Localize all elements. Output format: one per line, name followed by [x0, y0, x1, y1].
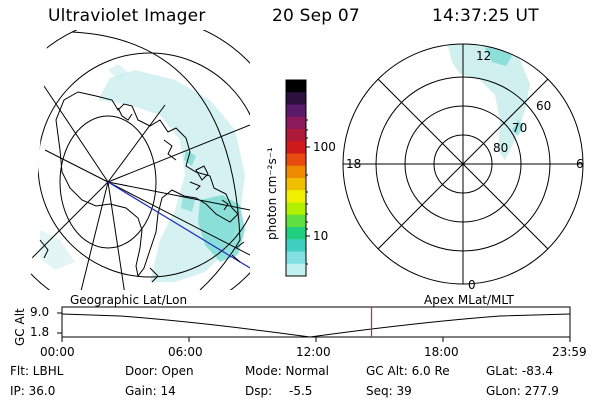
- colorbar-band: [286, 227, 306, 240]
- lat-label-70: 70: [512, 121, 527, 135]
- info-seq: Seq: 39: [366, 384, 412, 398]
- colorbar-band: [286, 251, 306, 265]
- info-gc-alt: GC Alt: 6.0 Re: [366, 364, 450, 378]
- latitude-lines: [30, 30, 250, 290]
- colorbar-ticks: [306, 119, 310, 265]
- altitude-timeline: [57, 306, 571, 342]
- info-glat: GLat: -83.4: [486, 364, 553, 378]
- x-tick-1800: 18:00: [424, 345, 459, 359]
- mlt-label-12: 12: [476, 49, 491, 63]
- info-mode: Mode: Normal: [245, 364, 329, 378]
- apex-mlat-mlt-label: Apex MLat/MLT: [424, 293, 514, 307]
- colorbar-band: [286, 80, 306, 93]
- colorbar-tick-10: 10: [313, 229, 328, 243]
- colorbar-band: [286, 239, 306, 252]
- colorbar: [286, 80, 306, 277]
- info-flt: Flt: LBHL: [10, 364, 64, 378]
- colorbar-band: [286, 263, 306, 277]
- mlt-label-6: 6: [576, 157, 584, 171]
- altitude-curve: [61, 313, 571, 338]
- timeline-y-title: GC Alt: [13, 308, 27, 346]
- polar-plot: [342, 43, 584, 285]
- y-tick-9: 9.0: [30, 305, 50, 319]
- x-tick-2359: 23:59: [552, 345, 587, 359]
- info-ip: IP: 36.0: [10, 384, 56, 398]
- info-door: Door: Open: [125, 364, 194, 378]
- colorbar-band: [286, 153, 306, 167]
- instrument-title: Ultraviolet Imager: [48, 6, 206, 26]
- geographic-map: [30, 30, 250, 290]
- lat-label-80: 80: [493, 141, 508, 155]
- geo-latlon-label: Geographic Lat/Lon: [70, 293, 188, 307]
- map-boundary: [71, 31, 241, 290]
- colorbar-band: [286, 202, 306, 216]
- colorbar-tick-100: 100: [313, 140, 336, 154]
- y-tick-1-8: 1.8: [30, 325, 50, 339]
- longitude-lines: [30, 79, 250, 290]
- coastlines: [39, 91, 239, 283]
- date-label: 20 Sep 07: [272, 6, 360, 26]
- colorbar-band: [286, 92, 306, 105]
- info-dsp: Dsp:: [245, 384, 273, 398]
- colorbar-band: [286, 178, 306, 191]
- info-dsp-value: -5.5: [289, 384, 313, 398]
- mlt-label-18: 18: [346, 157, 361, 171]
- colorbar-band: [286, 190, 306, 203]
- time-label: 14:37:25 UT: [432, 6, 539, 26]
- colorbar-band: [286, 214, 306, 228]
- satellite-track: [107, 181, 250, 269]
- colorbar-band: [286, 116, 306, 130]
- mlt-label-0: 0: [468, 278, 476, 292]
- x-tick-0600: 06:00: [168, 345, 203, 359]
- x-tick-0000: 00:00: [40, 345, 75, 359]
- info-glon: GLon: 277.9: [486, 384, 559, 398]
- colorbar-unit-label: photon cm⁻²s⁻¹: [265, 147, 279, 240]
- colorbar-band: [286, 129, 306, 142]
- colorbar-frame: [285, 79, 307, 277]
- lat-label-60: 60: [536, 99, 551, 113]
- info-gain: Gain: 14: [125, 384, 176, 398]
- aurora-bright-geo: [181, 150, 245, 262]
- colorbar-band: [286, 141, 306, 154]
- colorbar-band: [286, 104, 306, 118]
- colorbar-band: [286, 165, 306, 179]
- x-tick-1200: 12:00: [296, 345, 331, 359]
